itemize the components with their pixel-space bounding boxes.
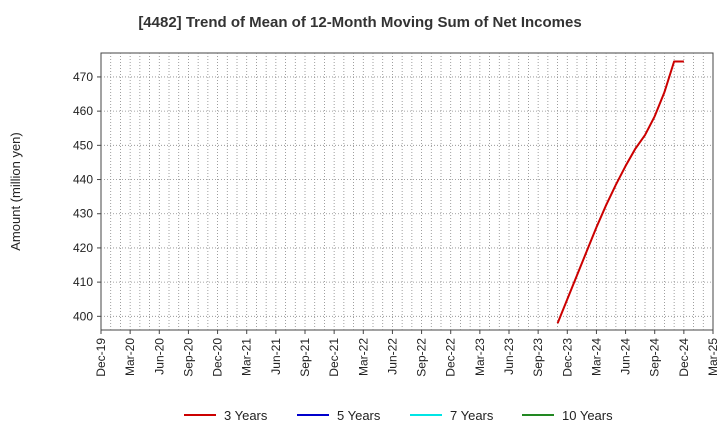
legend-label: 3 Years	[224, 408, 268, 423]
plot-area	[100, 52, 714, 331]
x-tick-label: Jun-22	[385, 338, 399, 375]
x-tick-label: Mar-22	[356, 338, 370, 376]
x-tick-label: Jun-24	[619, 338, 633, 375]
y-tick-label: 450	[73, 138, 93, 152]
y-tick-label: 410	[73, 275, 93, 289]
legend-label: 5 Years	[337, 408, 381, 423]
x-tick-label: Mar-25	[706, 338, 720, 376]
x-tick-label: Dec-24	[677, 338, 691, 377]
x-tick-label: Dec-22	[444, 338, 458, 377]
x-tick-label: Sep-20	[181, 338, 195, 377]
series-layer	[556, 60, 684, 324]
y-tick-label: 420	[73, 241, 93, 255]
x-tick-label: Mar-21	[240, 338, 254, 376]
x-tick-label: Jun-23	[502, 338, 516, 375]
legend-label: 10 Years	[562, 408, 613, 423]
x-tick-label: Jun-21	[269, 338, 283, 375]
x-tick-label: Dec-21	[327, 338, 341, 377]
y-axis-ticks: 400 410 420 430 440 450 460 470	[73, 70, 101, 323]
y-tick-label: 470	[73, 70, 93, 84]
legend-label: 7 Years	[450, 408, 494, 423]
x-tick-label: Sep-22	[415, 338, 429, 377]
x-tick-label: Mar-20	[123, 338, 137, 376]
x-tick-label: Mar-24	[589, 338, 603, 376]
x-tick-label: Dec-19	[94, 338, 108, 377]
y-tick-label: 430	[73, 207, 93, 221]
series-line	[556, 60, 684, 324]
x-tick-label: Sep-24	[648, 338, 662, 377]
chart-title: [4482] Trend of Mean of 12-Month Moving …	[138, 14, 582, 31]
y-tick-label: 460	[73, 104, 93, 118]
legend: 3 Years 5 Years 7 Years 10 Years	[184, 408, 613, 423]
y-tick-label: 400	[73, 309, 93, 323]
y-axis-label: Amount (million yen)	[8, 132, 23, 251]
x-tick-label: Dec-23	[560, 338, 574, 377]
x-tick-label: Jun-20	[152, 338, 166, 375]
horizontal-gridlines	[101, 76, 713, 317]
x-tick-label: Mar-23	[473, 338, 487, 376]
x-tick-label: Sep-21	[298, 338, 312, 377]
x-tick-label: Sep-23	[531, 338, 545, 377]
x-tick-label: Dec-20	[211, 338, 225, 377]
vertical-gridlines	[110, 53, 704, 330]
y-tick-label: 440	[73, 173, 93, 187]
x-axis-ticks: Dec-19 Mar-20 Jun-20 Sep-20 Dec-20 Mar-21 Jun-…	[94, 330, 720, 377]
